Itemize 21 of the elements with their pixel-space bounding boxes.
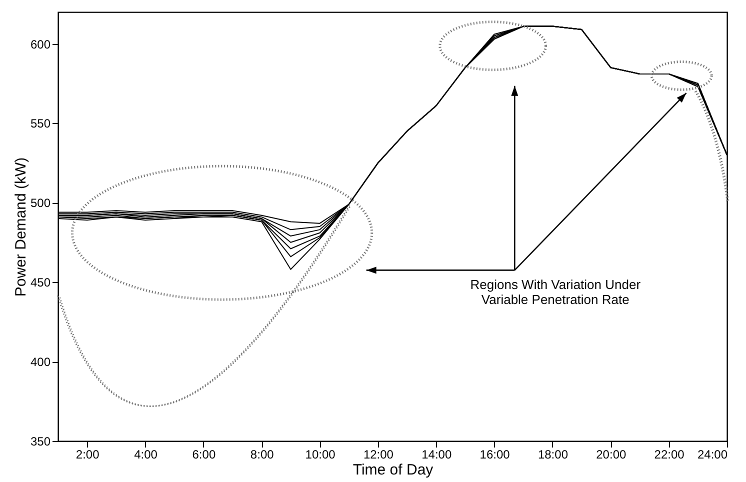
y-tick-label: 350	[30, 434, 51, 448]
x-tick-label: 8:00	[250, 448, 274, 462]
x-tick-label: 16:00	[480, 448, 510, 462]
x-tick-label: 6:00	[192, 448, 216, 462]
x-tick-label: 10:00	[305, 448, 336, 462]
x-tick-label: 18:00	[538, 448, 568, 462]
y-tick-label: 450	[30, 276, 51, 290]
y-tick-label: 600	[30, 37, 51, 52]
y-tick-label: 400	[30, 355, 51, 370]
x-tick-label: 12:00	[363, 448, 394, 462]
x-tick-label: 20:00	[596, 448, 626, 462]
x-tick-label: 2:00	[76, 448, 100, 462]
y-tick-label: 550	[30, 116, 51, 131]
x-axis-title: Time of Day	[352, 462, 434, 478]
x-tick-label: 4:00	[134, 448, 158, 462]
y-tick-label: 500	[30, 196, 51, 210]
y-axis-title: Power Demand (kW)	[12, 157, 30, 297]
x-tick-label: 22:00	[654, 448, 685, 462]
annotation: Regions With Variation Under Variable Penetration Rate	[470, 276, 642, 307]
x-tick-label: 24:00	[697, 448, 728, 462]
x-tick-label: 14:00	[422, 448, 452, 462]
